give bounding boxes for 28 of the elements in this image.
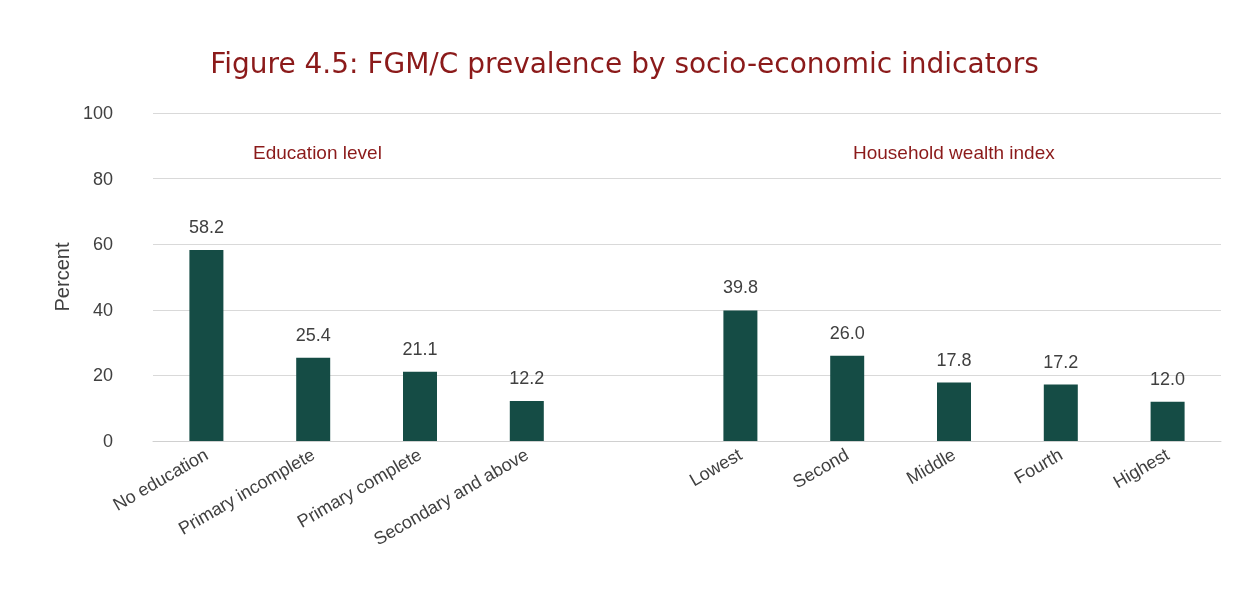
y-axis-title: Percent	[51, 242, 74, 312]
bar	[509, 400, 544, 441]
y-tick-label: 100	[82, 103, 113, 123]
bar	[296, 357, 331, 441]
data-label: 26.0	[829, 322, 865, 343]
y-tick-label: 20	[92, 365, 113, 386]
bar	[189, 250, 224, 441]
bar	[403, 371, 437, 441]
data-label: 17.2	[1043, 351, 1079, 372]
data-label: 21.1	[402, 338, 438, 359]
bar	[830, 355, 865, 441]
data-label: 39.8	[722, 277, 758, 298]
data-label: 17.8	[936, 349, 972, 370]
annotation: Education level	[253, 142, 382, 163]
bar	[1150, 401, 1185, 441]
annotation: Household wealth index	[853, 142, 1056, 163]
y-tick-label: 40	[92, 299, 113, 320]
bar	[937, 382, 971, 441]
y-tick-label: 80	[92, 168, 113, 189]
bar	[1043, 384, 1078, 441]
data-label: 25.4	[295, 324, 331, 345]
data-label: 58.2	[188, 217, 224, 238]
data-label: 12.2	[509, 367, 545, 388]
y-tick-label: 0	[102, 431, 113, 451]
data-label: 12.0	[1150, 368, 1186, 389]
y-tick-label: 60	[92, 234, 113, 255]
chart-title: Figure 4.5: FGM/C prevalence by socio-economic indicators	[210, 46, 1039, 80]
bar	[723, 310, 758, 441]
